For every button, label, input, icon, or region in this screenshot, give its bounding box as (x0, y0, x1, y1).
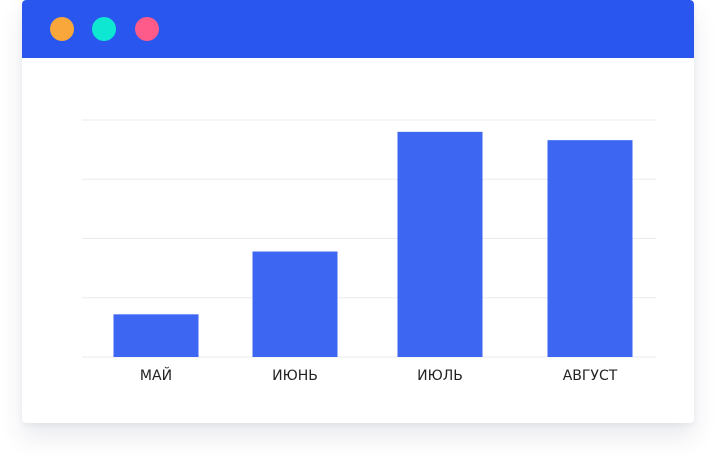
x-tick-label: ИЮЛЬ (417, 368, 463, 384)
window-dot-teal[interactable] (92, 17, 116, 41)
title-bar (22, 0, 694, 58)
window-dot-pink[interactable] (135, 17, 159, 41)
bar-4 (547, 140, 633, 357)
x-axis-labels: МАЙ ИЮНЬ ИЮЛЬ АВГУСТ (140, 366, 618, 384)
bar-2 (252, 251, 338, 357)
bar-chart: МАЙ ИЮНЬ ИЮЛЬ АВГУСТ (22, 58, 694, 423)
app-window: МАЙ ИЮНЬ ИЮЛЬ АВГУСТ (22, 0, 694, 423)
x-tick-label: МАЙ (140, 366, 172, 384)
x-tick-label: ИЮНЬ (272, 368, 318, 384)
bars (113, 131, 633, 357)
window-dot-orange[interactable] (50, 17, 74, 41)
x-tick-label: АВГУСТ (563, 368, 618, 384)
bar-1 (113, 314, 199, 357)
bar-chart-svg: МАЙ ИЮНЬ ИЮЛЬ АВГУСТ (82, 119, 656, 384)
bar-3 (397, 131, 483, 357)
